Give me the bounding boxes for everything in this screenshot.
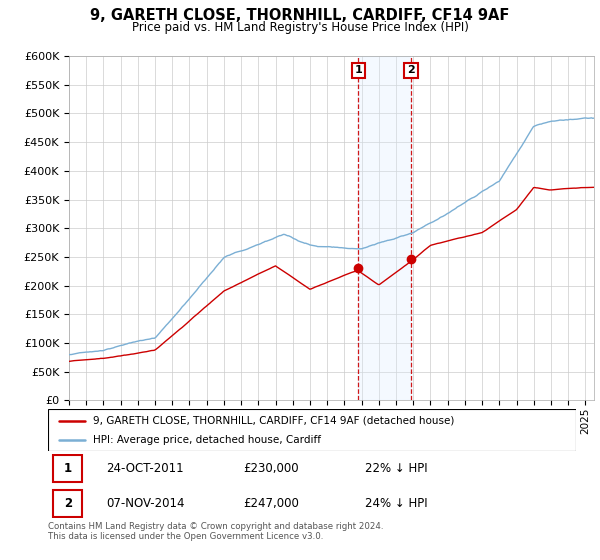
Text: HPI: Average price, detached house, Cardiff: HPI: Average price, detached house, Card… <box>93 435 321 445</box>
Text: 07-NOV-2014: 07-NOV-2014 <box>106 497 185 510</box>
Text: 24-OCT-2011: 24-OCT-2011 <box>106 462 184 475</box>
Text: 24% ↓ HPI: 24% ↓ HPI <box>365 497 427 510</box>
Text: This data is licensed under the Open Government Licence v3.0.: This data is licensed under the Open Gov… <box>48 532 323 541</box>
Text: 9, GARETH CLOSE, THORNHILL, CARDIFF, CF14 9AF (detached house): 9, GARETH CLOSE, THORNHILL, CARDIFF, CF1… <box>93 416 454 426</box>
Text: £230,000: £230,000 <box>244 462 299 475</box>
Text: 1: 1 <box>64 462 72 475</box>
Text: Contains HM Land Registry data © Crown copyright and database right 2024.: Contains HM Land Registry data © Crown c… <box>48 522 383 531</box>
Text: 22% ↓ HPI: 22% ↓ HPI <box>365 462 427 475</box>
Bar <box>53 455 82 482</box>
Bar <box>53 491 82 517</box>
Text: Price paid vs. HM Land Registry's House Price Index (HPI): Price paid vs. HM Land Registry's House … <box>131 21 469 34</box>
Text: 9, GARETH CLOSE, THORNHILL, CARDIFF, CF14 9AF: 9, GARETH CLOSE, THORNHILL, CARDIFF, CF1… <box>91 8 509 24</box>
Text: 2: 2 <box>407 66 415 76</box>
Bar <box>358 56 411 400</box>
Text: 2: 2 <box>64 497 72 510</box>
Text: 1: 1 <box>355 66 362 76</box>
Text: £247,000: £247,000 <box>244 497 299 510</box>
